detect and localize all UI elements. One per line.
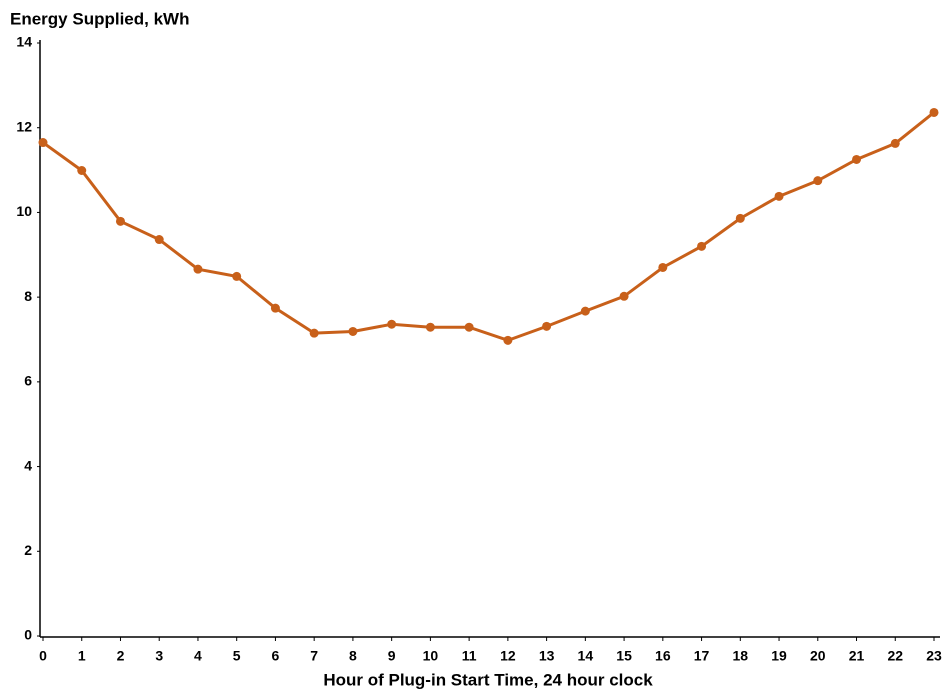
- data-point: [154, 235, 164, 245]
- data-point: [464, 322, 474, 332]
- data-point: [503, 335, 513, 345]
- x-tick-label: 8: [349, 648, 357, 664]
- y-tick-label: 12: [16, 118, 32, 134]
- data-point: [232, 271, 242, 281]
- x-tick-label: 1: [78, 648, 86, 664]
- x-tick-label: 21: [849, 648, 865, 664]
- data-point: [387, 319, 397, 329]
- x-tick-label: 15: [616, 648, 632, 664]
- x-tick-label: 6: [272, 648, 280, 664]
- data-point: [77, 165, 87, 175]
- x-tick-label: 4: [194, 648, 202, 664]
- data-point: [348, 326, 358, 336]
- x-tick-label: 16: [655, 648, 671, 664]
- x-tick-label: 18: [733, 648, 749, 664]
- data-point: [425, 322, 435, 332]
- series-line: [42, 111, 935, 342]
- y-tick-label: 0: [24, 627, 32, 643]
- y-tick-label: 14: [16, 34, 32, 50]
- data-point: [38, 138, 48, 148]
- data-point: [115, 216, 125, 226]
- data-point: [270, 303, 280, 313]
- x-tick-label: 2: [117, 648, 125, 664]
- x-tick-label: 12: [500, 648, 516, 664]
- data-point: [580, 306, 590, 316]
- data-point: [735, 213, 745, 223]
- y-axis-title: Energy Supplied, kWh: [10, 9, 189, 28]
- data-point: [852, 154, 862, 164]
- data-point: [774, 191, 784, 201]
- x-tick-label: 11: [462, 648, 477, 664]
- y-tick-label: 6: [24, 373, 32, 389]
- data-point: [193, 264, 203, 274]
- data-point: [309, 328, 319, 338]
- x-tick-label: 13: [539, 648, 555, 664]
- x-axis-title: Hour of Plug-in Start Time, 24 hour cloc…: [323, 670, 653, 689]
- x-tick-label: 0: [39, 648, 47, 664]
- data-point: [658, 262, 668, 272]
- data-point: [697, 241, 707, 251]
- data-point: [813, 176, 823, 186]
- x-tick-label: 20: [810, 648, 826, 664]
- x-tick-label: 22: [887, 648, 903, 664]
- x-tick-label: 5: [233, 648, 241, 664]
- y-tick-label: 10: [16, 203, 32, 219]
- x-tick-label: 19: [771, 648, 787, 664]
- y-tick-label: 2: [24, 542, 32, 558]
- data-point: [929, 107, 939, 117]
- x-tick-label: 3: [155, 648, 163, 664]
- y-tick-label: 4: [24, 457, 32, 473]
- x-tick-label: 9: [388, 648, 396, 664]
- x-tick-label: 23: [926, 648, 942, 664]
- data-point: [890, 138, 900, 148]
- x-tick-label: 17: [694, 648, 710, 664]
- x-tick-label: 7: [310, 648, 318, 664]
- x-tick-label: 10: [423, 648, 439, 664]
- y-tick-label: 8: [24, 288, 32, 304]
- data-point: [542, 321, 552, 331]
- data-point: [619, 291, 629, 301]
- x-tick-label: 14: [578, 648, 594, 664]
